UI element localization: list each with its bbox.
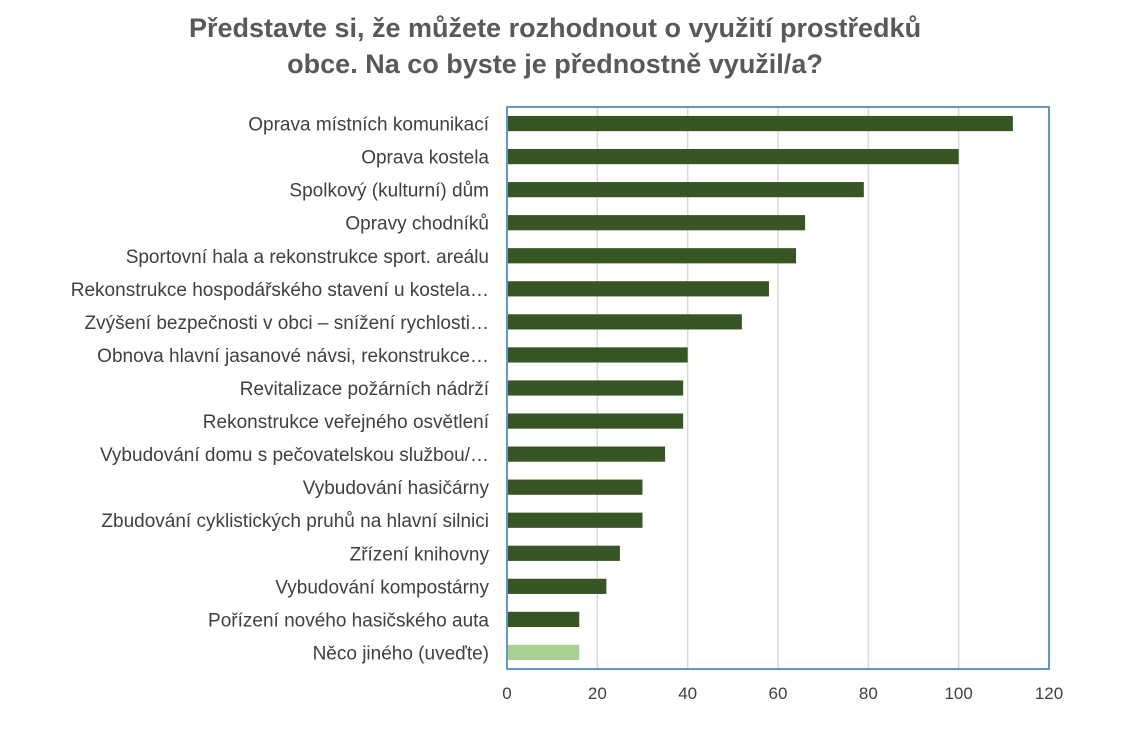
plot-area-frame [506,106,1050,670]
category-label: Rekonstrukce veřejného osvětlení [203,412,490,433]
bars [508,115,1013,661]
x-tick-label: 0 [502,684,511,703]
bar [508,215,806,231]
x-tick-label: 80 [859,684,878,703]
bar [508,644,580,661]
category-label: Vybudování domu s pečovatelskou službou/… [100,445,489,466]
bar [508,115,1013,132]
category-label: Zbudování cyklistických pruhů na hlavní … [101,511,489,532]
category-label: Revitalizace požárních nádrží [240,379,490,400]
bar [508,314,742,330]
bar [508,512,643,528]
category-label: Oprava kostela [361,148,489,169]
bar [508,148,959,165]
x-tick-label: 40 [678,684,697,703]
bar [508,347,688,363]
bar [508,545,620,561]
bar [508,182,864,198]
chart-title-line-2: obce. Na co byste je přednostně využil/a… [287,49,823,79]
bar [508,611,580,628]
category-label: Zřízení knihovny [350,544,490,565]
category-label: Spolkový (kulturní) dům [289,181,489,202]
bar [508,380,684,396]
category-label: Obnova hlavní jasanové návsi, rekonstruk… [97,346,489,367]
category-label: Rekonstrukce hospodářského stavení u kos… [71,280,489,301]
x-tick-label: 20 [588,684,607,703]
category-label: Něco jiného (uveďte) [313,643,489,664]
x-axis-tick-labels: 0 20 40 60 80 100 120 [502,684,1063,703]
category-labels: Oprava místních komunikací Oprava kostela… [71,115,490,665]
category-label: Zvýšení bezpečnosti v obci – snížení ryc… [85,313,489,334]
category-label: Vybudování hasičárny [303,478,490,499]
chart-title: Představte si, že můžete rozhodnout o vy… [0,10,1110,82]
x-tick-label: 60 [769,684,788,703]
x-tick-label: 120 [1035,684,1063,703]
bar [508,578,607,594]
bar [508,479,643,495]
bar [508,446,666,462]
category-label: Vybudování kompostárny [275,577,489,598]
bar [508,281,769,297]
bar [508,248,797,264]
category-label: Oprava místních komunikací [248,115,489,136]
category-label: Sportovní hala a rekonstrukce sport. are… [126,247,489,268]
chart-title-line-1: Představte si, že můžete rozhodnout o vy… [188,13,922,43]
category-label: Opravy chodníků [345,214,489,235]
x-tick-label: 100 [944,684,972,703]
bar [508,413,684,429]
category-label: Pořízení nového hasičského auta [208,610,489,631]
